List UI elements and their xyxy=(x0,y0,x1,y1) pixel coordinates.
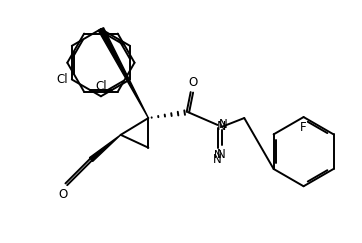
Polygon shape xyxy=(89,135,121,161)
Text: N: N xyxy=(217,148,226,161)
Text: F: F xyxy=(300,121,307,134)
Polygon shape xyxy=(98,28,148,118)
Text: Cl: Cl xyxy=(95,80,107,93)
Text: N: N xyxy=(219,118,227,131)
Text: Cl: Cl xyxy=(56,73,68,86)
Text: N: N xyxy=(213,153,222,166)
Text: N: N xyxy=(217,121,226,133)
Text: O: O xyxy=(188,76,198,89)
Text: N: N xyxy=(214,150,222,160)
Text: O: O xyxy=(59,188,68,201)
